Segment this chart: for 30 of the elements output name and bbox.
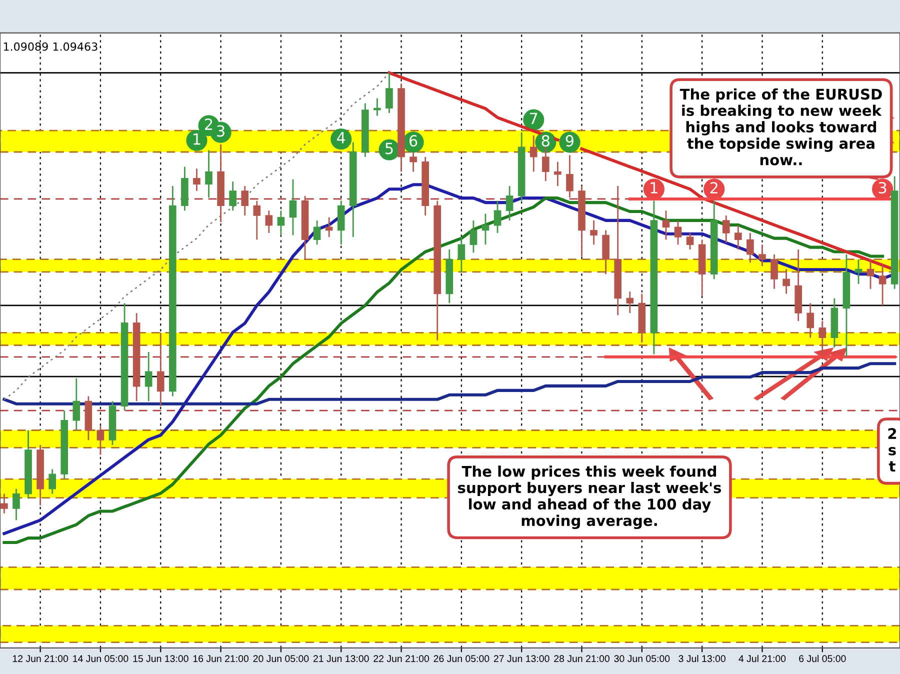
annotation: 8	[542, 135, 550, 147]
annotation: The price of the EURUSD is breaking to new week highs and looks toward the topside swing area now..	[680, 88, 882, 166]
x-tick-label: 22 Jun 21:00	[374, 655, 430, 662]
annotation: 2	[710, 182, 718, 194]
x-tick-label: 28 Jun 21:00	[554, 655, 610, 662]
annotation: 6	[410, 135, 418, 147]
x-tick-label: 14 Jun 05:00	[73, 655, 128, 662]
text: 1.09089 1.09463	[4, 42, 98, 51]
annotation: 5	[386, 142, 393, 154]
x-tick-label: 15 Jun 13:00	[133, 655, 188, 662]
x-tick-label: 4 Jul 21:00	[738, 654, 786, 662]
annotation: 4	[336, 132, 346, 144]
x-tick-label: 12 Jun 21:00	[12, 655, 68, 662]
annotation: 2 s t	[888, 428, 896, 472]
annotation: 3	[878, 182, 886, 194]
annotation: 7	[530, 112, 538, 124]
x-tick-label: 27 Jun 13:00	[494, 655, 550, 662]
annotation: 1	[650, 182, 658, 194]
x-tick-label: 16 Jun 21:00	[193, 655, 249, 662]
x-tick-label: 6 Jul 05:00	[799, 654, 846, 662]
annotation: The low prices this week found support buyers near last week's low and ahead of the 100 day moving average.	[458, 466, 722, 530]
annotation: 9	[566, 135, 574, 147]
annotation: 1	[194, 133, 200, 145]
annotation: 2	[205, 118, 212, 130]
x-tick-label: 20 Jun 05:00	[253, 655, 309, 662]
x-tick-label: 30 Jun 05:00	[614, 655, 670, 662]
x-tick-label: 3 Jul 13:00	[678, 654, 726, 662]
annotation: 3	[217, 125, 224, 137]
x-tick-label: 21 Jun 13:00	[313, 655, 369, 662]
x-tick-label: 26 Jun 05:00	[434, 655, 490, 662]
